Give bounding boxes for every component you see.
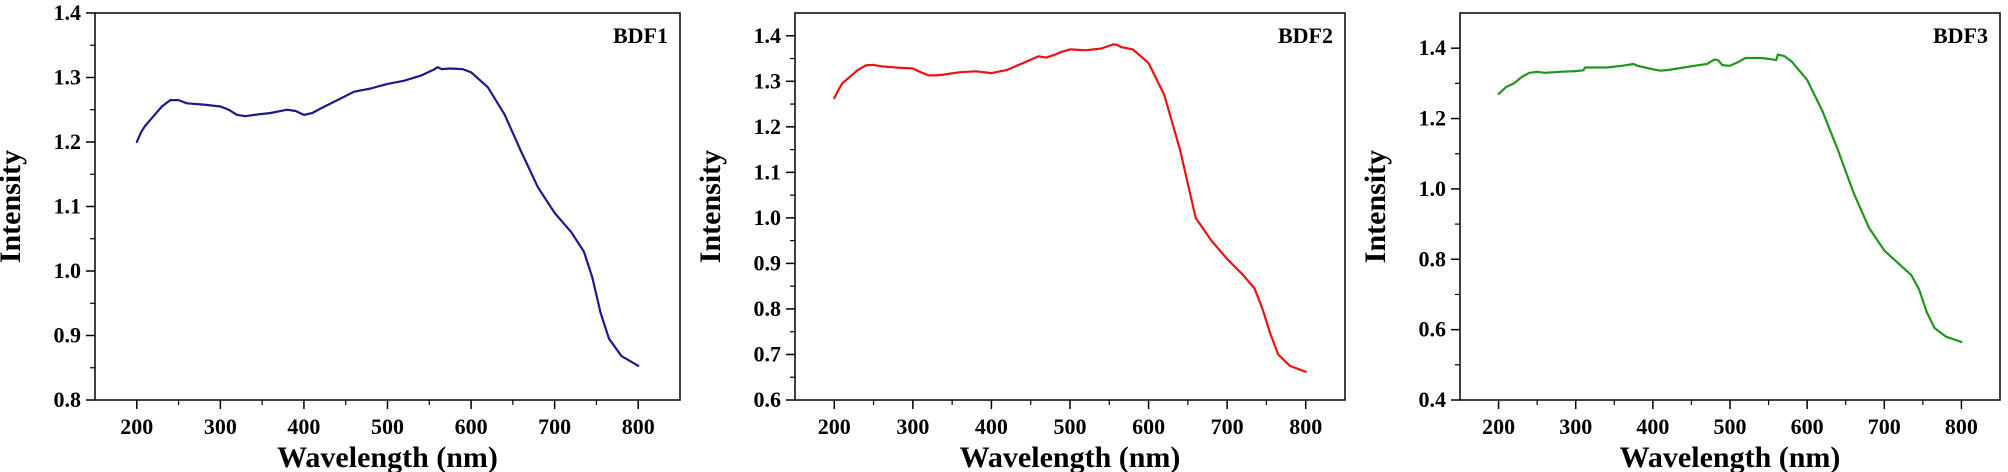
series-line-1: [833, 43, 1307, 373]
y-tick-label: 1.1: [54, 194, 82, 219]
x-tick-label: 800: [1945, 414, 1978, 439]
x-tick-label: 500: [1054, 414, 1087, 439]
y-tick-label: 1.4: [1419, 35, 1447, 60]
y-tick-label: 1.0: [1419, 176, 1447, 201]
y-tick-label: 1.1: [754, 159, 782, 184]
y-axis-title: Intensity: [694, 150, 727, 263]
x-tick-label: 600: [1791, 414, 1824, 439]
x-tick-label: 700: [1868, 414, 1901, 439]
y-tick-label: 1.3: [54, 65, 82, 90]
y-tick-label: 0.4: [1419, 387, 1447, 412]
x-tick-label: 700: [1211, 414, 1244, 439]
y-tick-label: 1.0: [754, 205, 782, 230]
y-tick-label: 1.4: [54, 0, 82, 25]
x-tick-label: 300: [1559, 414, 1592, 439]
y-tick-label: 0.9: [754, 250, 782, 275]
panel-label: BDF1: [613, 23, 668, 48]
y-tick-label: 0.7: [754, 341, 782, 366]
plot-frame: [794, 12, 1346, 401]
x-tick-label: 400: [287, 414, 320, 439]
y-tick-label: 1.0: [54, 258, 82, 283]
x-tick-label: 500: [1714, 414, 1747, 439]
chart-panel-1: 200 300 400 500 600 700 800 0.8 0.9 1.0 1.1 1.2 1.3 1…: [0, 0, 681, 472]
series-line-1: [1497, 53, 1963, 344]
x-tick-label: 800: [622, 414, 655, 439]
y-tick-label: 0.8: [1419, 246, 1447, 271]
y-tick-label: 0.8: [54, 387, 82, 412]
y-tick-label: 0.6: [754, 387, 782, 412]
y-axis-title: Intensity: [1359, 150, 1392, 263]
y-tick-label: 1.2: [54, 129, 82, 154]
x-tick-label: 600: [1132, 414, 1165, 439]
y-tick-label: 1.3: [754, 68, 782, 93]
plot-frame: [1459, 12, 2001, 401]
x-tick-label: 600: [455, 414, 488, 439]
series-line-1: [135, 66, 640, 367]
x-tick-label: 300: [896, 414, 929, 439]
x-tick-label: 300: [204, 414, 237, 439]
x-axis-title: Wavelength (nm): [960, 441, 1181, 472]
panel-label: BDF3: [1933, 23, 1988, 48]
x-tick-label: 400: [975, 414, 1008, 439]
plot-frame: [94, 12, 681, 401]
x-tick-label: 200: [120, 414, 153, 439]
x-tick-label: 500: [371, 414, 404, 439]
y-tick-label: 1.2: [754, 114, 782, 139]
y-tick-label: 0.6: [1419, 317, 1447, 342]
y-tick-label: 1.4: [754, 23, 782, 48]
x-axis-title: Wavelength (nm): [277, 441, 498, 472]
x-axis-title: Wavelength (nm): [1620, 441, 1841, 472]
y-tick-label: 0.8: [754, 296, 782, 321]
y-tick-label: 0.9: [54, 323, 82, 348]
x-tick-label: 700: [538, 414, 571, 439]
chart-panel-2: 200 300 400 500 600 700 800 0.6 0.7 0.8 0.9 1.0 1.1 1…: [694, 12, 1346, 472]
x-tick-label: 400: [1636, 414, 1669, 439]
y-tick-label: 1.2: [1419, 106, 1447, 131]
panel-label: BDF2: [1278, 23, 1333, 48]
x-tick-label: 200: [818, 414, 851, 439]
x-tick-label: 200: [1482, 414, 1515, 439]
y-axis-title: Intensity: [0, 150, 27, 263]
x-tick-label: 800: [1289, 414, 1322, 439]
chart-panel-3: 200 300 400 500 600 700 800 0.4 0.6 0.8 1.0 1.2 1.4 W…: [1359, 12, 2001, 472]
